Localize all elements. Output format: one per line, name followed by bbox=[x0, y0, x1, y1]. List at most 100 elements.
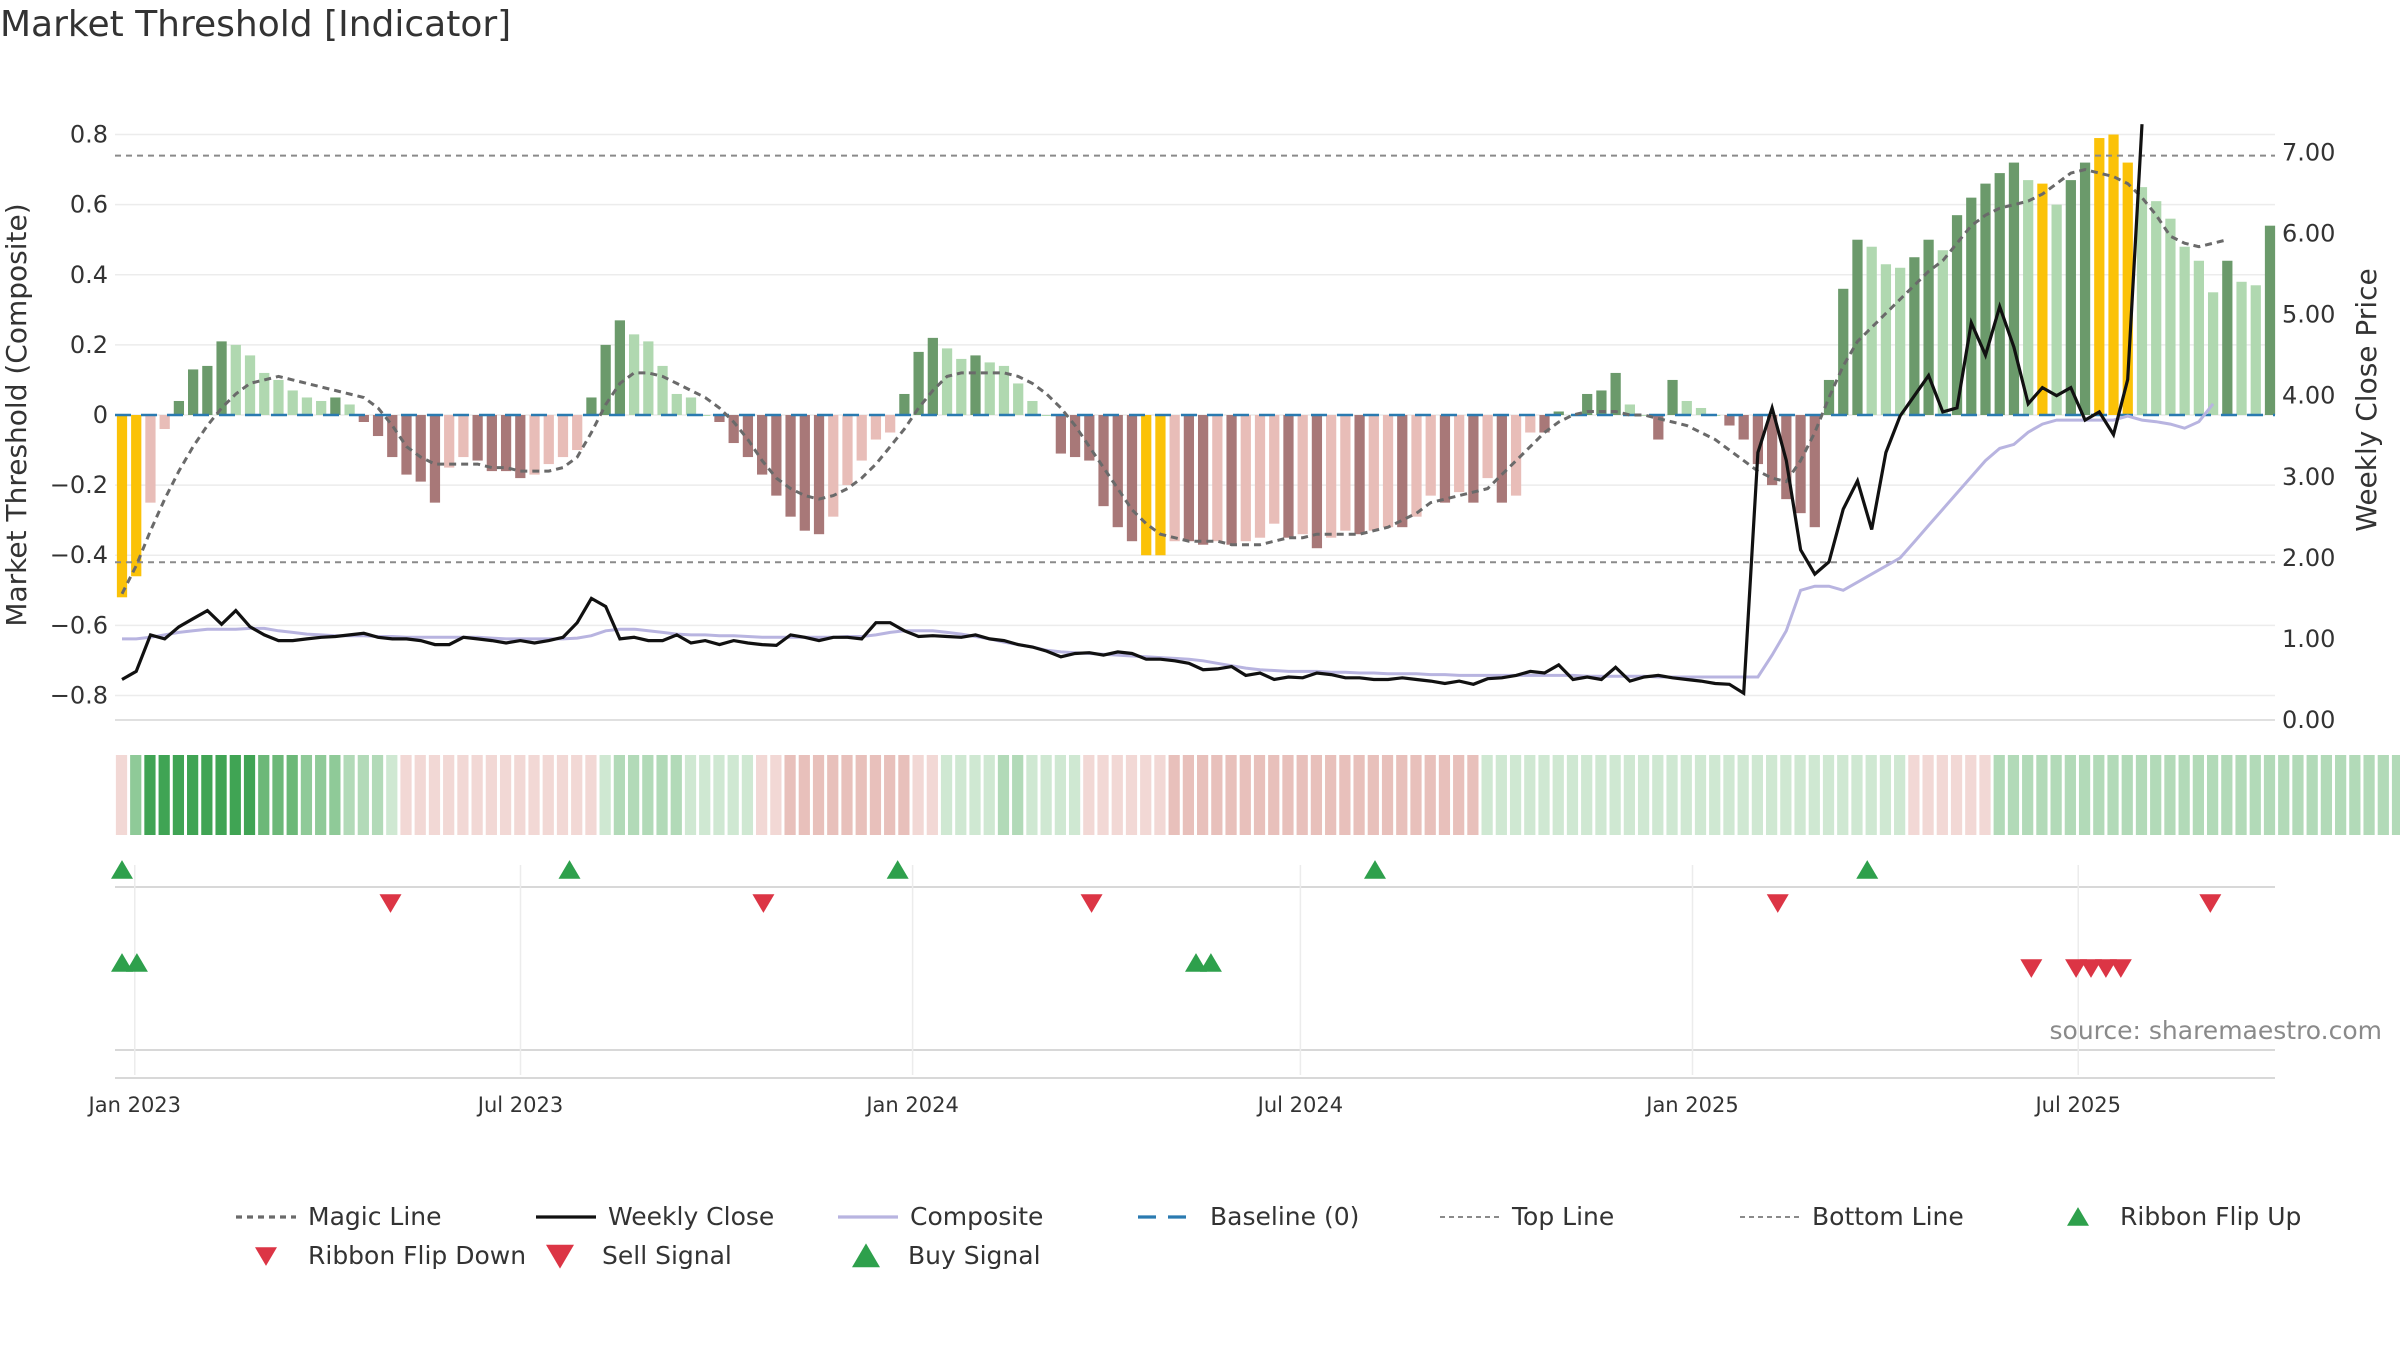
sell-signal-marker bbox=[2094, 959, 2117, 978]
composite-bar bbox=[941, 348, 953, 415]
ribbon-cell bbox=[2164, 755, 2176, 835]
composite-bar bbox=[1055, 415, 1066, 454]
composite-bar bbox=[2008, 162, 2020, 415]
composite-bar bbox=[116, 415, 128, 598]
ribbon-cell bbox=[684, 755, 697, 835]
ribbon-cell bbox=[2036, 755, 2048, 835]
composite-bar bbox=[202, 365, 213, 415]
ribbon-cell bbox=[2107, 755, 2119, 835]
ribbon-cell bbox=[926, 755, 938, 835]
ribbon-cell bbox=[1566, 755, 1579, 835]
composite-bar bbox=[1738, 415, 1749, 440]
ribbon-cell bbox=[1381, 755, 1394, 835]
ribbon-cell bbox=[1054, 755, 1066, 835]
composite-bar bbox=[970, 355, 981, 415]
legend-label: Ribbon Flip Down bbox=[308, 1241, 526, 1270]
composite-bar bbox=[1667, 379, 1678, 415]
ribbon-cell bbox=[1125, 755, 1138, 835]
composite-bar bbox=[1809, 415, 1820, 528]
ribbon-cell bbox=[2235, 755, 2247, 835]
legend-label: Weekly Close bbox=[608, 1202, 774, 1231]
ribbon-cell bbox=[1253, 755, 1266, 835]
y2-tick-label: 3.00 bbox=[2282, 463, 2335, 491]
ribbon-cell bbox=[1282, 755, 1294, 835]
composite-bar bbox=[1013, 383, 1024, 415]
composite-bar bbox=[1510, 415, 1522, 496]
ribbon-cell bbox=[130, 755, 142, 835]
ribbon-cell bbox=[187, 755, 199, 835]
composite-bar bbox=[685, 397, 697, 415]
composite-bar bbox=[828, 415, 839, 517]
composite-bar bbox=[2065, 180, 2076, 415]
composite-bar bbox=[1326, 415, 1337, 538]
ribbon-cell bbox=[1894, 755, 1906, 835]
ribbon-cell bbox=[1652, 755, 1664, 835]
composite-bar bbox=[2037, 183, 2048, 415]
composite-bar bbox=[1752, 415, 1764, 465]
composite-bar bbox=[2023, 180, 2034, 415]
ribbon-cell bbox=[613, 755, 625, 835]
ribbon-cell bbox=[1780, 755, 1792, 835]
composite-bar bbox=[1468, 415, 1479, 503]
ribbon-cell bbox=[1310, 755, 1323, 835]
ribbon-cell bbox=[1581, 755, 1593, 835]
ribbon-cell bbox=[499, 755, 512, 835]
ribbon-cell bbox=[1438, 755, 1451, 835]
y-tick-label: 0.4 bbox=[70, 261, 108, 289]
composite-bar bbox=[643, 341, 654, 415]
sell-signal-marker bbox=[2080, 959, 2102, 978]
composite-bar bbox=[188, 369, 199, 415]
composite-bar bbox=[1653, 415, 1664, 440]
composite-bar bbox=[1553, 411, 1564, 415]
ribbon-flip-up-marker bbox=[558, 860, 581, 879]
ribbon-cell bbox=[756, 755, 768, 835]
composite-bar bbox=[1382, 415, 1394, 528]
ribbon-cell bbox=[443, 755, 455, 835]
buy-signal-marker bbox=[125, 953, 148, 972]
ribbon-cell bbox=[2278, 755, 2290, 835]
composite-bar bbox=[1141, 415, 1152, 556]
ribbon-cell bbox=[798, 755, 810, 835]
ribbon-cell bbox=[201, 755, 213, 835]
ribbon-cell bbox=[869, 755, 882, 835]
ribbon-flip-down-marker bbox=[379, 894, 402, 913]
ribbon-cell bbox=[1509, 755, 1522, 835]
composite-bar bbox=[173, 400, 185, 415]
composite-bar bbox=[1212, 415, 1223, 542]
composite-bar bbox=[1582, 393, 1593, 415]
composite-bar bbox=[1311, 415, 1323, 549]
ribbon-cell bbox=[2377, 755, 2389, 835]
ribbon-cell bbox=[1339, 755, 1351, 835]
ribbon-flip-up-marker bbox=[886, 860, 909, 879]
y-tick-label: −0.4 bbox=[50, 541, 108, 569]
composite-bar bbox=[1610, 372, 1621, 415]
ribbon-flip-up-marker bbox=[111, 860, 133, 879]
composite-bar bbox=[1880, 264, 1892, 415]
ribbon-cell bbox=[1083, 755, 1095, 835]
ribbon-cell bbox=[243, 755, 256, 835]
buy-signal-marker bbox=[1199, 953, 1222, 972]
ribbon-cell bbox=[2093, 755, 2105, 835]
composite-bar bbox=[600, 344, 611, 415]
ribbon-cell bbox=[2363, 755, 2375, 835]
ribbon-cell bbox=[329, 755, 341, 835]
ribbon-cell bbox=[2292, 755, 2304, 835]
composite-bar bbox=[259, 372, 270, 415]
ribbon-cell bbox=[371, 755, 384, 835]
buy-signal-marker bbox=[111, 953, 133, 972]
ribbon-cell bbox=[1467, 755, 1479, 835]
ribbon-cell bbox=[1637, 755, 1650, 835]
composite-bar bbox=[458, 415, 469, 458]
ribbon-cell bbox=[2178, 755, 2190, 835]
y2-axis-label: Weekly Close Price bbox=[2350, 268, 2383, 531]
ribbon-cell bbox=[2206, 755, 2219, 835]
composite-bar bbox=[2250, 285, 2261, 415]
composite-bar bbox=[529, 415, 540, 475]
composite-bar bbox=[2051, 204, 2062, 415]
ribbon-cell bbox=[1524, 755, 1536, 835]
composite-bar bbox=[1937, 250, 1948, 415]
ribbon-cell bbox=[1879, 755, 1892, 835]
ribbon-cell bbox=[2121, 755, 2133, 835]
ribbon-cell bbox=[1367, 755, 1379, 835]
ribbon-cell bbox=[1239, 755, 1251, 835]
